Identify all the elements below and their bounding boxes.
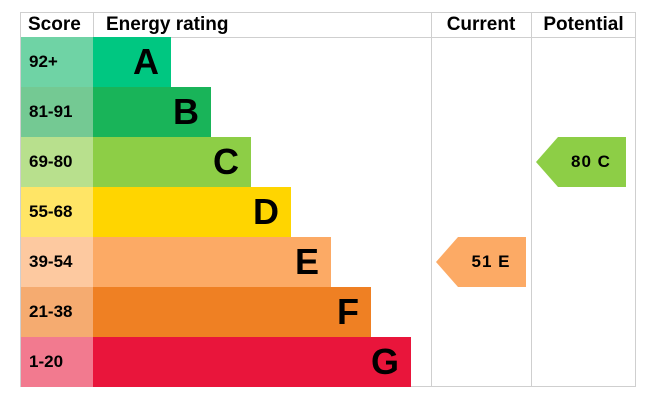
rating-bar-g: G [93,337,411,387]
rating-letter-a: A [133,41,159,82]
rating-bar-b: B [93,87,211,137]
rating-bar-f: F [93,287,371,337]
energy-rating-header: Energy rating [106,14,229,35]
current-header: Current [446,14,516,35]
potential-rating-label: 80 C [571,152,611,171]
potential-column-divider [531,12,532,387]
rating-letter-c: C [213,141,239,182]
rating-letter-d: D [253,191,279,232]
rating-bar-d: D [93,187,291,237]
score-header: Score [28,14,81,35]
score-range-a: 92+ [21,37,93,87]
score-range-b: 81-91 [21,87,93,137]
score-range-e: 39-54 [21,237,93,287]
potential-rating-arrow: 80 C [536,137,626,187]
potential-arrow-shape [536,137,626,187]
score-range-f: 21-38 [21,287,93,337]
rating-letter-e: E [294,241,319,282]
potential-header: Potential [543,14,624,35]
score-range-d: 55-68 [21,187,93,237]
score-range-c: 69-80 [21,137,93,187]
rating-bar-c: C [93,137,251,187]
rating-letter-g: G [370,341,399,382]
rating-bar-e: E [93,237,331,287]
rating-letter-f: F [337,291,359,332]
score-range-g: 1-20 [21,337,93,387]
current-column-divider [431,12,432,387]
current-rating-arrow: 51 E [436,237,526,287]
current-arrow-shape [436,237,526,287]
rating-letter-b: B [173,91,199,132]
current-rating-label: 51 E [471,252,511,271]
header-divider [20,37,636,38]
rating-bar-a: A [93,37,171,87]
